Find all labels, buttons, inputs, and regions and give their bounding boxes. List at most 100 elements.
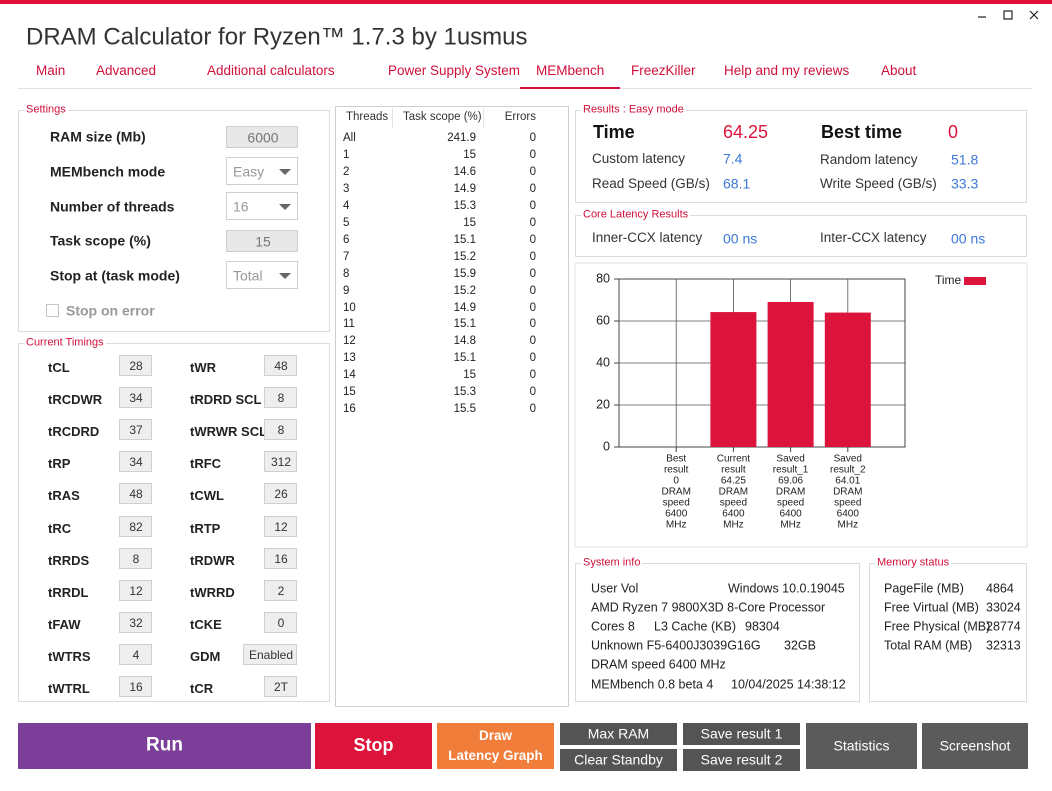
table-cell: 14 [343,369,356,382]
timing-name: tCL [48,360,70,376]
memory-label: PageFile (MB) [884,581,964,596]
table-cell: 15 [343,386,356,399]
system-info-text: 32GB [784,638,816,653]
button[interactable]: Run [18,723,311,769]
text-input[interactable]: 6000 [226,126,298,148]
tab[interactable]: Main [36,62,66,78]
timing-value: 48 [274,358,288,373]
app-title: DRAM Calculator for Ryzen™ 1.7.3 by 1usm… [26,23,528,51]
group-title: Memory status [875,556,952,570]
maximize-icon[interactable] [1003,10,1013,20]
y-tick-label: 40 [596,355,610,369]
table-cell: 15.1 [453,318,476,331]
memory-label: Free Virtual (MB) [884,600,979,615]
table-cell: 15 [463,369,476,382]
chart-panel [574,262,1028,548]
table-cell: 14.9 [453,301,476,314]
button[interactable]: Max RAM [560,723,677,745]
tab[interactable]: About [881,62,917,78]
memory-value: 4864 [986,581,1014,596]
y-tick-label: 80 [596,271,610,285]
text-input[interactable]: 15 [226,230,298,252]
timings-group [18,343,330,702]
table-cell: 15.9 [453,267,476,280]
table-cell: 0 [529,318,536,331]
x-tick-label: Saved [776,454,804,465]
y-tick-label: 20 [596,397,610,411]
header-separator [483,108,484,128]
x-tick-label: result [721,465,746,476]
tab[interactable]: Power Supply System [388,62,521,78]
timing-box: 8 [264,419,297,441]
timing-box: 34 [119,387,152,409]
x-tick-label: MHz [666,520,687,531]
button[interactable]: Save result 2 [683,749,800,771]
system-info-text: DRAM speed 6400 MHz [591,657,726,672]
button[interactable]: Statistics [806,723,917,769]
table-cell: 0 [529,250,536,263]
x-tick-label: speed [777,498,804,509]
timing-box: 2T [264,676,297,697]
table-cell: 15.1 [453,233,476,246]
core-latency-group [575,215,1027,257]
table-cell: 15.2 [453,284,476,297]
timing-box: Enabled [243,643,297,665]
x-tick-label: DRAM [661,487,690,498]
button-label: Max RAM [587,725,650,742]
timing-name: tWTRS [48,649,91,665]
timing-box: 16 [119,676,152,697]
tab[interactable]: Additional calculators [207,62,335,78]
table-cell: 15.2 [453,250,476,263]
legend-swatch [964,277,986,285]
table-cell: 0 [529,233,536,246]
table-cell: 14.8 [453,335,476,348]
timing-box: 12 [119,579,152,601]
settings-group [18,110,330,332]
tab[interactable]: Advanced [96,62,157,78]
timing-box: 16 [264,547,297,569]
dropdown[interactable]: Easy [226,157,298,185]
button-label: Stop [353,735,394,756]
tab[interactable]: MEMbench [536,62,605,78]
table-cell: 16 [343,403,356,416]
timing-box: 32 [119,611,152,633]
button[interactable]: Save result 1 [683,723,800,745]
table-cell: 0 [529,301,536,314]
button[interactable]: Clear Standby [560,749,677,771]
x-tick-label: MHz [780,520,801,531]
button[interactable]: Draw Latency Graph [437,723,554,769]
dropdown[interactable]: Total [226,261,298,289]
timing-box: 48 [119,483,152,505]
timing-name: tRTP [190,520,221,536]
dropdown[interactable]: 16 [226,192,298,220]
timing-box: 8 [119,547,152,569]
table-cell: All [343,132,356,145]
timing-box: 48 [264,355,297,376]
timing-box: 2 [264,579,297,601]
button-label: Save result 1 [700,725,783,742]
result-label: Time [593,122,635,143]
x-tick-label: 64.25 [721,476,746,487]
active-tab-underline [520,87,620,89]
setting-label: Number of threads [50,198,175,215]
system-info-text: User Vol [591,581,639,596]
button[interactable]: Stop [315,723,432,769]
x-tick-label: 6400 [722,509,745,520]
checkbox[interactable] [46,304,59,317]
memory-value: 28774 [986,619,1021,634]
latency-label: Inter-CCX latency [820,229,927,245]
button[interactable]: Screenshot [922,723,1028,769]
table-cell: 0 [529,284,536,297]
dropdown-value: Total [233,267,263,284]
dropdown-arrow [279,169,291,175]
x-tick-label: result_2 [830,465,866,476]
timing-name: tRDRD SCL [190,392,262,408]
tab[interactable]: FreezKiller [631,62,696,78]
tab[interactable]: Help and my reviews [724,62,850,78]
latency-value: 00 ns [723,230,758,247]
table-cell: 0 [529,199,536,212]
y-tick-label: 0 [603,439,610,453]
timing-value: 8 [277,390,285,405]
button-label: Save result 2 [700,751,783,768]
bar [710,312,757,447]
